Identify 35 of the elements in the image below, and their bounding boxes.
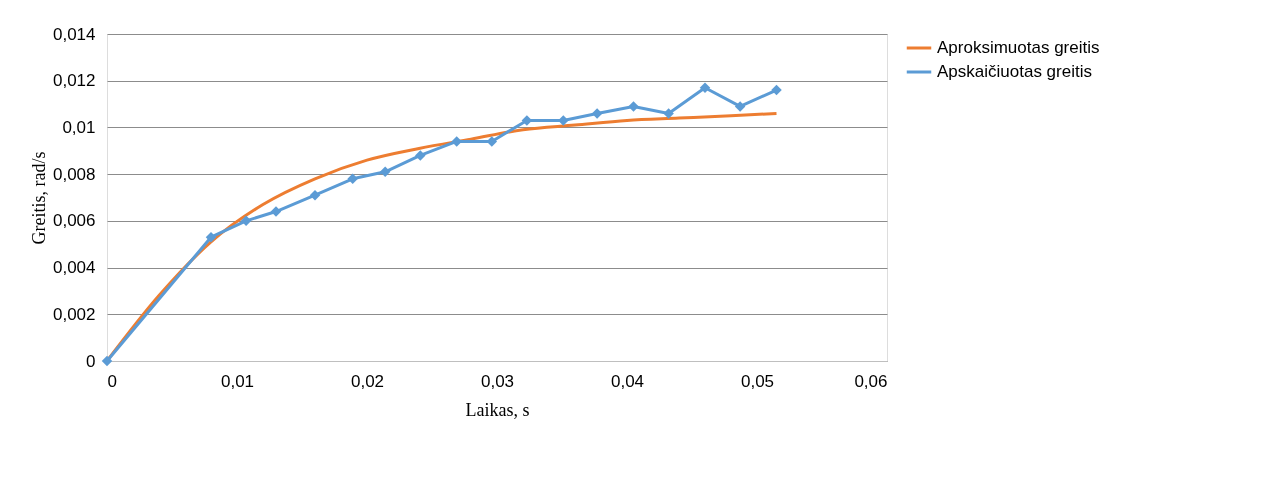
y-tick-label: 0 xyxy=(86,351,96,371)
y-tick-label: 0,01 xyxy=(62,117,96,137)
legend-label: Apskaičiuotas greitis xyxy=(937,62,1092,81)
x-tick-label: 0,05 xyxy=(740,371,775,391)
point xyxy=(270,206,282,217)
point xyxy=(663,108,674,119)
x-tick-label: 0,02 xyxy=(350,371,385,391)
y-tick-label: 0,008 xyxy=(52,164,96,184)
point xyxy=(101,355,113,367)
y-tick-label: 0,014 xyxy=(52,24,96,44)
y-axis-title: Greitis, rad/s xyxy=(28,151,49,245)
x-tick-label: 0 xyxy=(107,371,117,391)
x-tick-label: 0,03 xyxy=(480,371,515,391)
point xyxy=(699,82,711,93)
point xyxy=(415,150,426,161)
point xyxy=(309,189,321,201)
y-tick-label: 0,006 xyxy=(52,211,96,231)
y-tick-label: 0,012 xyxy=(52,71,96,91)
point xyxy=(558,115,569,126)
point xyxy=(591,108,603,119)
point xyxy=(771,84,782,96)
legend-label: Aproksimuotas greitis xyxy=(937,38,1100,57)
point xyxy=(347,173,358,185)
x-axis-title: Laikas, s xyxy=(465,399,530,420)
point xyxy=(451,136,462,147)
point xyxy=(628,101,639,112)
y-tick-label: 0,004 xyxy=(52,258,96,278)
point xyxy=(205,231,217,243)
point xyxy=(734,101,746,112)
x-tick-label: 0,04 xyxy=(610,371,645,391)
y-tick-label: 0,002 xyxy=(52,304,96,324)
point xyxy=(240,215,252,227)
x-tick-label: 0,01 xyxy=(220,371,255,391)
point xyxy=(379,166,391,178)
x-tick-label: 0,06 xyxy=(854,371,888,391)
